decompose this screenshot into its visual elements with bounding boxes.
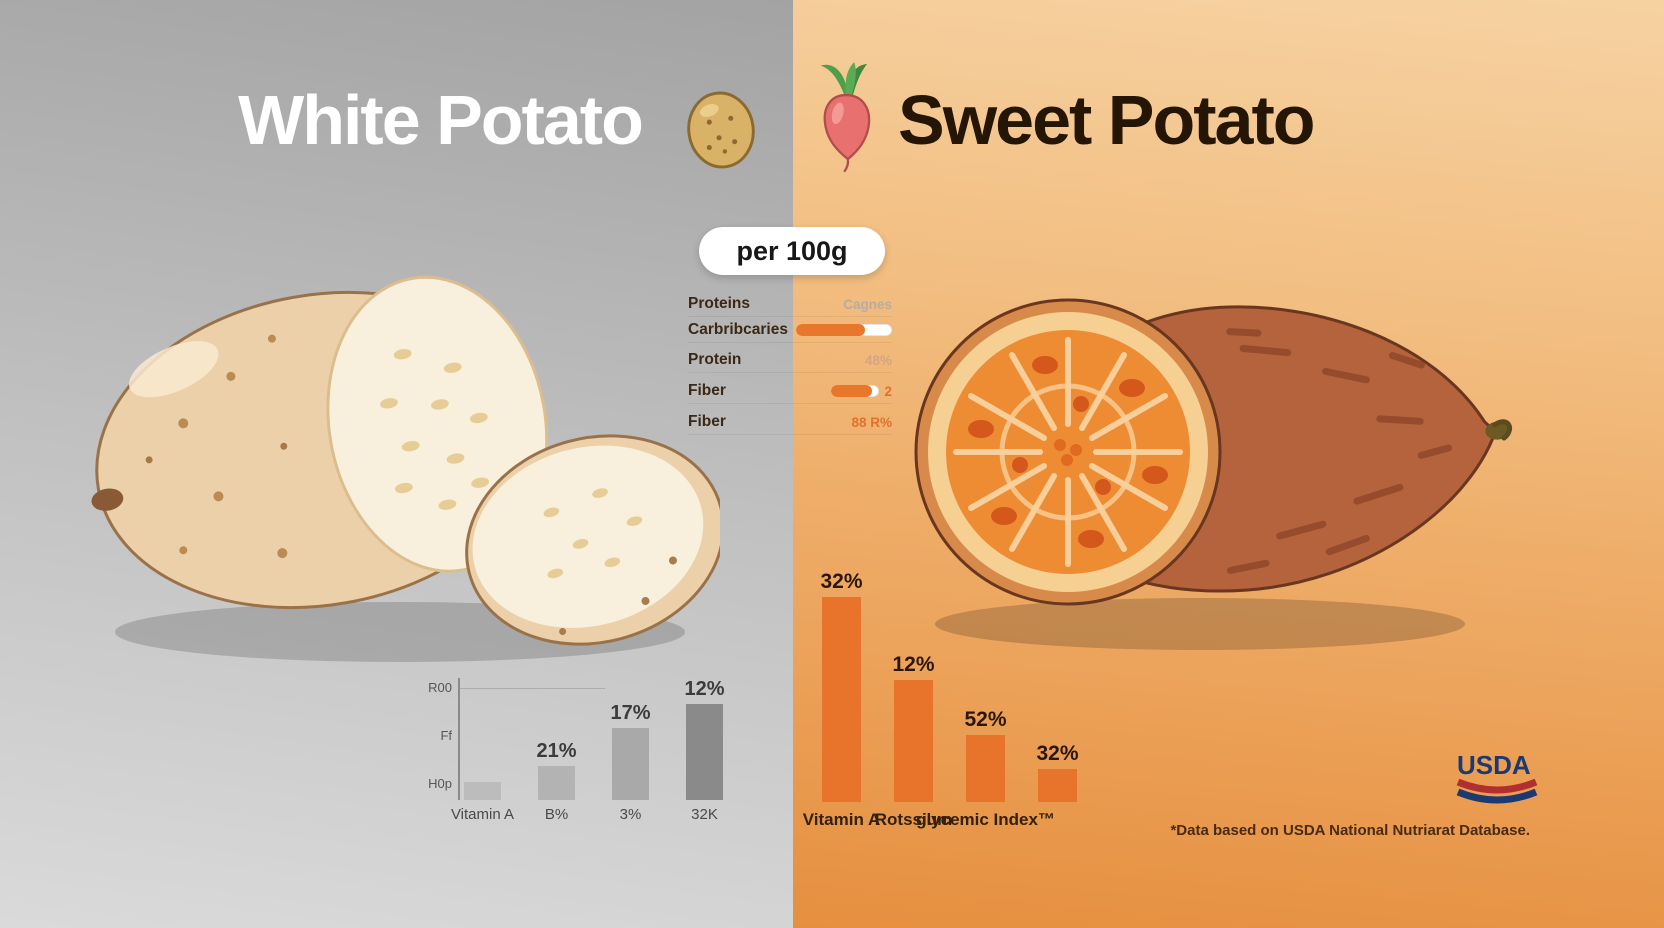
nutrition-value: Cagnes [843,296,892,312]
nutrition-value: 2 [884,383,892,399]
bar-group: 52% [964,708,1007,802]
bar [966,735,1005,802]
category-label: Vitamin A [802,810,881,829]
bar-value-label: 12% [892,653,935,676]
bar-group [464,779,501,800]
bar [894,680,933,802]
nutrition-row-fiber-2: Fiber 88 R% [688,410,892,435]
category-label: Rotssium [874,810,953,829]
potato-icon [687,91,755,169]
nutrition-progress-bar [796,324,892,336]
category-label: 32K [691,806,718,823]
nutrition-progress-bar [831,385,880,397]
category-label: Vitamin A [450,806,515,823]
category-label: glycemic Index™ [916,810,1055,829]
bar [686,704,723,800]
nutrition-value: 48% [864,352,892,368]
nutrition-row-carbs: Carbribcaries [688,318,892,343]
bar-value-label: 21% [536,740,577,762]
per-100g-badge: per 100g [699,227,885,275]
nutrition-label: Carbribcaries [688,321,788,338]
bar-value-label: 32% [820,570,863,593]
sweet-potato-bar-chart: 32% 12% 52% 32% Vitamin A Rotssium glycemic I… [802,560,1162,840]
bar-group: 21% [536,740,577,800]
progress-fill [831,385,873,397]
bar-group: 12% [684,678,725,800]
category-labels: Vitamin A Rotssium glycemic Index™ [802,810,1055,830]
nutrition-label: Proteins [688,295,751,312]
white-potato-title: White Potato [238,81,644,159]
nutrition-value: 88 R% [851,414,892,430]
usda-logo: USDA [1456,750,1538,804]
nutrition-label: Fiber [688,382,726,399]
category-label: 3% [619,806,642,823]
nutrition-row-proteins: Proteins Cagnes [688,292,892,317]
gridline [459,688,605,689]
y-axis-tick: R00 [428,680,452,695]
source-footnote: *Data based on USDA National Nutriarat D… [1170,822,1530,839]
progress-fill [796,324,866,336]
y-axis-tick: H0p [428,776,452,791]
bar-group: 17% [610,702,651,800]
y-axis-line [458,678,460,800]
bar-value-label: 52% [964,708,1007,731]
bar-value-label: 32% [1036,742,1079,765]
nutrition-label: Fiber [688,413,726,430]
sweet-potato-title: Sweet Potato [898,81,1316,159]
white-potato-bar-chart: R00 Ff H0p 21% 17% 12% Vitamin A B% 3% 32K [414,676,759,841]
category-labels: Vitamin A B% 3% 32K [450,806,723,823]
bar [1038,769,1077,802]
bar-group-container: 21% 17% 12% [464,676,725,800]
sweet-potato-illustration [914,298,1513,650]
bar-value-label: 12% [684,678,725,700]
bar [464,782,501,800]
y-axis-tick: Ff [440,728,452,743]
bar [612,728,649,800]
bar-value-label: 17% [610,702,651,724]
bar-group: 32% [820,570,863,802]
bar-group: 12% [892,653,935,802]
white-potato-illustration [91,275,720,662]
nutrition-row-protein: Protein 48% [688,348,892,373]
bar-group-container: 32% 12% 52% 32% [820,560,1079,802]
usda-logo-text: USDA [1457,750,1531,780]
radish-icon [820,62,871,173]
bar-group: 32% [1036,742,1079,802]
bar [822,597,861,802]
nutrition-label: Protein [688,351,742,368]
nutrition-row-fiber-1: Fiber 2 [688,379,892,404]
category-label: B% [544,806,569,823]
bar [538,766,575,800]
